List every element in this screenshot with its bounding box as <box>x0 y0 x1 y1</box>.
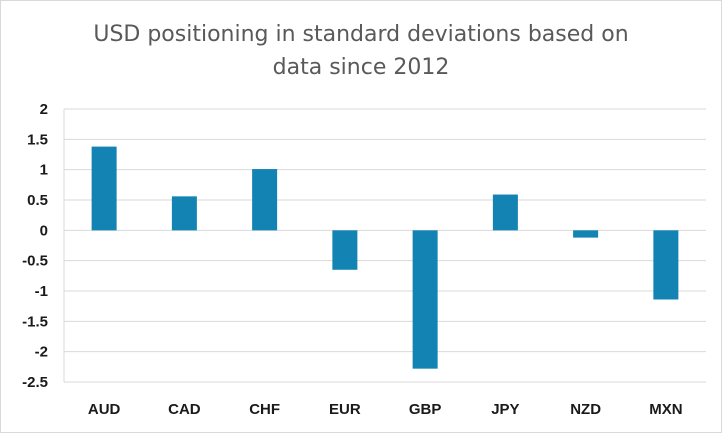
chart-title-line-2: data since 2012 <box>272 55 450 80</box>
x-tick-label-cad: CAD <box>168 401 201 418</box>
chart-title: USD positioning in standard deviations b… <box>0 18 722 84</box>
x-tick-label-eur: EUR <box>329 401 361 418</box>
y-tick-label: -0.5 <box>22 253 48 270</box>
bar-jpy <box>492 194 518 231</box>
bar-chf <box>252 169 278 231</box>
y-tick-label: -2.5 <box>22 374 48 391</box>
bar-cad <box>171 196 197 231</box>
bar-gbp <box>412 230 438 369</box>
y-tick-label: -1.5 <box>22 313 48 330</box>
y-tick-label: 2 <box>40 101 48 118</box>
y-tick-label: -1 <box>35 283 48 300</box>
chart-title-line-1: USD positioning in standard deviations b… <box>93 22 629 47</box>
x-tick-label-aud: AUD <box>88 401 121 418</box>
y-tick-label: -2 <box>35 344 48 361</box>
x-tick-label-mxn: MXN <box>649 401 682 418</box>
x-tick-label-nzd: NZD <box>570 401 601 418</box>
y-tick-label: 0 <box>40 222 48 239</box>
bar-eur <box>332 230 358 270</box>
y-tick-label: 0.5 <box>27 192 48 209</box>
y-tick-label: 1 <box>40 162 48 179</box>
bar-nzd <box>573 230 599 238</box>
x-tick-label-jpy: JPY <box>491 401 519 418</box>
x-tick-label-chf: CHF <box>249 401 280 418</box>
bar-aud <box>91 146 117 231</box>
y-tick-label: 1.5 <box>27 131 48 148</box>
bar-mxn <box>653 230 679 300</box>
x-tick-label-gbp: GBP <box>409 401 442 418</box>
